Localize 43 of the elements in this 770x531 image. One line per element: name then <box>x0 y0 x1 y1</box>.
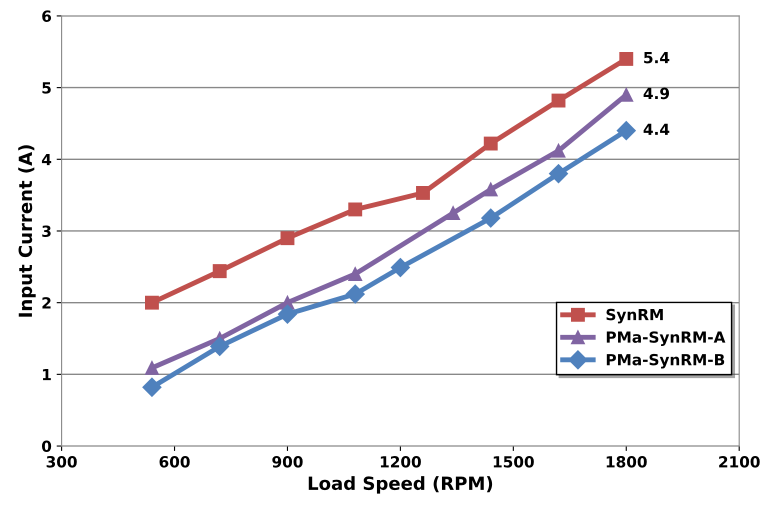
point <box>390 258 410 278</box>
x-tick-label: 1500 <box>494 456 534 468</box>
y-tick-label: 6 <box>42 10 52 22</box>
legend-label: SynRM <box>606 308 663 324</box>
point <box>346 284 365 304</box>
point <box>145 296 159 310</box>
point <box>348 267 362 281</box>
point <box>552 94 566 108</box>
x-tick-label: 300 <box>46 456 77 468</box>
y-tick-label: 4 <box>42 154 52 166</box>
point <box>142 378 162 397</box>
point <box>616 121 636 140</box>
data-label: 4.4 <box>644 124 670 135</box>
y-tick-label: 2 <box>42 297 51 308</box>
point <box>484 182 498 196</box>
x-axis-title: Load Speed (RPM) <box>308 476 492 494</box>
point <box>145 360 159 375</box>
point <box>552 144 566 158</box>
y-tick-label: 3 <box>42 225 51 238</box>
y-tick-label: 0 <box>42 440 52 452</box>
point <box>484 136 498 150</box>
x-tick-label: 1200 <box>380 456 421 468</box>
point <box>548 164 568 184</box>
x-tick-label: 900 <box>272 456 303 468</box>
point <box>210 336 230 356</box>
data-label: 5.4 <box>644 52 670 64</box>
point <box>212 264 227 278</box>
y-tick-label: 1 <box>42 369 51 380</box>
y-axis-title: Input Current (A) <box>18 145 36 317</box>
point <box>446 206 460 220</box>
point <box>348 202 362 216</box>
x-tick-label: 1800 <box>606 456 647 468</box>
legend-label: PMa-SynRM-B <box>606 354 724 369</box>
y-tick-label: 5 <box>42 82 51 94</box>
data-label: 4.9 <box>644 88 670 100</box>
legend-label: PMa-SynRM-A <box>606 331 726 346</box>
point <box>280 231 294 246</box>
x-tick-label: 600 <box>160 456 190 468</box>
point <box>416 186 430 200</box>
point <box>481 208 500 228</box>
point <box>619 52 634 66</box>
x-tick-label: 2100 <box>719 456 760 468</box>
point <box>278 304 297 324</box>
